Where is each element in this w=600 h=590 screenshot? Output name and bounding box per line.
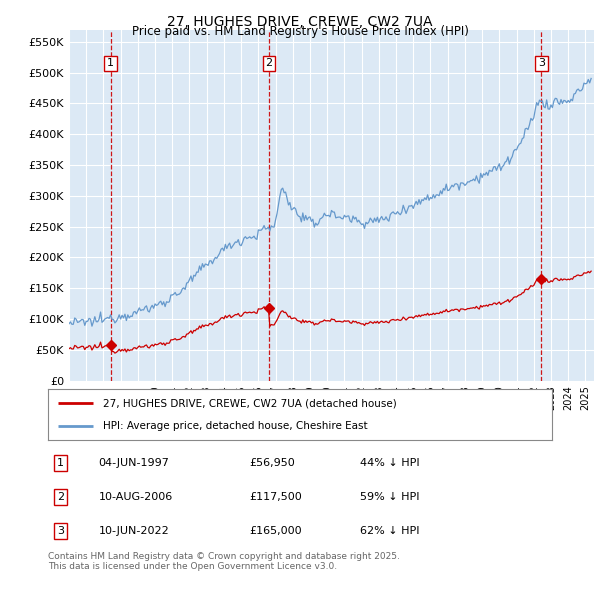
Text: 44% ↓ HPI: 44% ↓ HPI bbox=[361, 458, 420, 468]
Text: 2: 2 bbox=[265, 58, 272, 68]
Text: Contains HM Land Registry data © Crown copyright and database right 2025.
This d: Contains HM Land Registry data © Crown c… bbox=[48, 552, 400, 571]
Text: 3: 3 bbox=[538, 58, 545, 68]
Text: HPI: Average price, detached house, Cheshire East: HPI: Average price, detached house, Ches… bbox=[103, 421, 368, 431]
Text: £56,950: £56,950 bbox=[250, 458, 295, 468]
Text: 59% ↓ HPI: 59% ↓ HPI bbox=[361, 492, 420, 502]
Text: 2: 2 bbox=[57, 492, 64, 502]
Text: 62% ↓ HPI: 62% ↓ HPI bbox=[361, 526, 420, 536]
Text: 10-JUN-2022: 10-JUN-2022 bbox=[98, 526, 169, 536]
Text: 27, HUGHES DRIVE, CREWE, CW2 7UA (detached house): 27, HUGHES DRIVE, CREWE, CW2 7UA (detach… bbox=[103, 398, 397, 408]
Text: 1: 1 bbox=[107, 58, 114, 68]
Text: £165,000: £165,000 bbox=[250, 526, 302, 536]
Text: £117,500: £117,500 bbox=[250, 492, 302, 502]
Text: 27, HUGHES DRIVE, CREWE, CW2 7UA: 27, HUGHES DRIVE, CREWE, CW2 7UA bbox=[167, 15, 433, 29]
Text: 04-JUN-1997: 04-JUN-1997 bbox=[98, 458, 169, 468]
Text: 10-AUG-2006: 10-AUG-2006 bbox=[98, 492, 173, 502]
Text: 1: 1 bbox=[57, 458, 64, 468]
Text: 3: 3 bbox=[57, 526, 64, 536]
Text: Price paid vs. HM Land Registry's House Price Index (HPI): Price paid vs. HM Land Registry's House … bbox=[131, 25, 469, 38]
